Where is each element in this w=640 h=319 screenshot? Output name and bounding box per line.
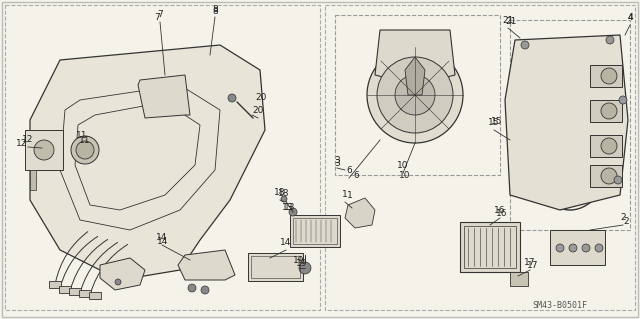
Polygon shape	[30, 45, 265, 280]
Polygon shape	[138, 75, 190, 118]
Circle shape	[188, 284, 196, 292]
Circle shape	[299, 262, 311, 274]
Text: 13: 13	[284, 203, 296, 212]
Text: 21: 21	[506, 18, 516, 26]
Text: 18: 18	[278, 189, 290, 197]
Bar	[89, 292, 101, 299]
Text: 7: 7	[157, 10, 163, 19]
Text: 18: 18	[275, 188, 285, 197]
Bar	[49, 281, 61, 288]
Circle shape	[76, 141, 94, 159]
Bar	[510, 272, 528, 286]
Bar	[460, 222, 520, 272]
Text: 3: 3	[334, 159, 340, 167]
Circle shape	[601, 103, 617, 119]
Circle shape	[606, 36, 614, 44]
Circle shape	[71, 136, 99, 164]
Bar	[590, 165, 622, 187]
Circle shape	[34, 140, 54, 160]
Circle shape	[115, 279, 121, 285]
Text: 13: 13	[282, 204, 294, 212]
Text: 10: 10	[399, 170, 411, 180]
Bar	[25, 130, 63, 170]
Text: 16: 16	[496, 209, 508, 218]
Bar	[290, 215, 340, 247]
Circle shape	[228, 94, 236, 102]
Circle shape	[201, 286, 209, 294]
Text: 7: 7	[154, 12, 160, 21]
Bar	[464, 226, 516, 268]
Bar	[293, 218, 337, 244]
Circle shape	[377, 57, 453, 133]
Text: 17: 17	[527, 261, 539, 270]
Text: 17: 17	[524, 258, 536, 267]
Circle shape	[521, 41, 529, 49]
Text: 8: 8	[212, 8, 218, 17]
Text: 14: 14	[156, 233, 168, 242]
Polygon shape	[100, 258, 145, 290]
Polygon shape	[178, 250, 235, 280]
Circle shape	[619, 96, 627, 104]
Circle shape	[556, 244, 564, 252]
Text: 1: 1	[342, 190, 348, 199]
Circle shape	[367, 47, 463, 143]
Text: 2: 2	[623, 218, 629, 226]
Text: 12: 12	[16, 138, 28, 147]
Circle shape	[395, 75, 435, 115]
Polygon shape	[345, 198, 375, 228]
Bar	[590, 100, 622, 122]
Text: 11: 11	[76, 131, 88, 140]
Text: 14: 14	[157, 238, 169, 247]
Text: 20: 20	[255, 93, 267, 101]
Text: 2: 2	[620, 213, 626, 222]
Text: 4: 4	[627, 13, 633, 23]
Polygon shape	[375, 30, 455, 85]
Bar	[248, 253, 303, 281]
Circle shape	[595, 244, 603, 252]
Text: 1: 1	[347, 191, 353, 201]
Text: 12: 12	[22, 135, 34, 144]
Circle shape	[614, 176, 622, 184]
Bar	[550, 230, 605, 265]
Text: 3: 3	[334, 156, 340, 165]
Text: 6: 6	[346, 166, 352, 175]
Text: 19: 19	[293, 256, 305, 265]
Bar	[59, 286, 71, 293]
Circle shape	[289, 208, 297, 216]
Bar	[69, 288, 81, 295]
Text: 15: 15	[492, 117, 503, 127]
Text: 11: 11	[79, 136, 91, 145]
Polygon shape	[505, 35, 628, 210]
Text: 8: 8	[212, 5, 218, 14]
Polygon shape	[405, 57, 425, 95]
Circle shape	[601, 68, 617, 84]
Circle shape	[569, 244, 577, 252]
Text: 6: 6	[353, 170, 359, 180]
Circle shape	[582, 244, 590, 252]
Text: 4: 4	[627, 13, 633, 22]
Circle shape	[601, 138, 617, 154]
Text: 10: 10	[397, 161, 409, 170]
Bar	[590, 65, 622, 87]
Text: 16: 16	[494, 206, 506, 215]
Text: 15: 15	[488, 118, 500, 127]
Circle shape	[281, 196, 287, 202]
Circle shape	[601, 168, 617, 184]
Bar	[251, 256, 300, 278]
Bar	[590, 135, 622, 157]
Bar	[30, 170, 36, 190]
Text: 19: 19	[296, 259, 308, 269]
Bar	[79, 290, 91, 297]
Text: 14: 14	[280, 238, 292, 247]
Text: 20: 20	[252, 106, 264, 115]
Text: SM43-B0501F: SM43-B0501F	[532, 300, 588, 309]
Text: 21: 21	[502, 16, 514, 25]
